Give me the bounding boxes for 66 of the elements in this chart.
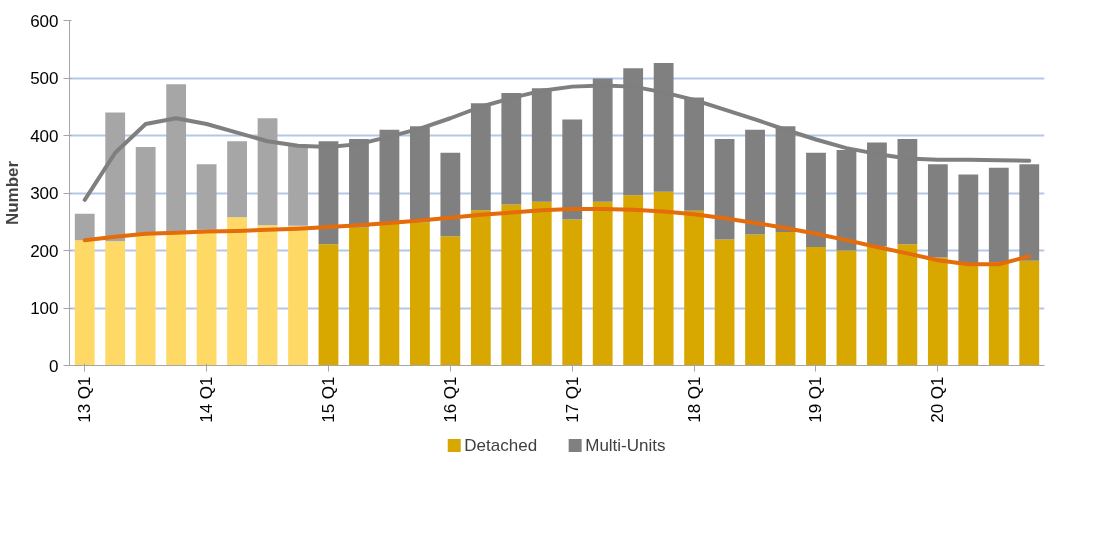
bar bbox=[806, 247, 826, 366]
bar bbox=[135, 233, 156, 366]
y-tick-label: 100 bbox=[30, 299, 59, 318]
bar bbox=[775, 232, 796, 366]
bar bbox=[349, 227, 369, 366]
bar bbox=[166, 84, 187, 233]
bar bbox=[958, 263, 979, 366]
bar bbox=[105, 112, 126, 242]
bar bbox=[470, 210, 491, 366]
bar bbox=[318, 244, 339, 366]
legend-label: Multi-Units bbox=[585, 436, 666, 455]
bar bbox=[988, 262, 1009, 366]
bar bbox=[531, 201, 552, 366]
bar bbox=[227, 217, 247, 366]
bar bbox=[166, 232, 187, 366]
bar bbox=[135, 147, 156, 234]
bar bbox=[501, 204, 522, 366]
y-tick-label: 400 bbox=[30, 126, 59, 146]
x-tick-label: 20 Q1 bbox=[928, 376, 948, 423]
bar bbox=[196, 164, 217, 230]
bar bbox=[684, 210, 705, 366]
y-tick-label: 600 bbox=[30, 11, 59, 31]
bar bbox=[867, 246, 887, 366]
bar bbox=[562, 219, 583, 366]
bar bbox=[227, 141, 247, 218]
x-tick-label: 18 Q1 bbox=[684, 376, 704, 423]
bar bbox=[105, 241, 126, 366]
bar bbox=[288, 225, 308, 366]
bar bbox=[440, 236, 461, 366]
bar bbox=[592, 201, 613, 366]
bar bbox=[257, 118, 278, 226]
bar bbox=[562, 119, 583, 220]
legend-label: Detached bbox=[464, 436, 538, 455]
bar bbox=[927, 257, 948, 366]
bar bbox=[988, 167, 1009, 262]
bar bbox=[653, 191, 674, 366]
x-tick-label: 17 Q1 bbox=[562, 376, 582, 423]
bar bbox=[623, 195, 644, 366]
x-tick-label: 16 Q1 bbox=[440, 376, 460, 423]
bar bbox=[409, 222, 430, 366]
bar bbox=[379, 223, 400, 366]
bar bbox=[440, 152, 461, 237]
bar bbox=[927, 164, 948, 258]
bar bbox=[714, 138, 735, 240]
y-tick-label: 300 bbox=[30, 184, 59, 203]
x-tick-label: 13 Q1 bbox=[75, 376, 95, 423]
y-tick-label: 500 bbox=[30, 69, 59, 88]
bar bbox=[1019, 260, 1040, 366]
bar bbox=[74, 240, 95, 366]
bar bbox=[836, 250, 857, 366]
bar bbox=[74, 213, 95, 241]
x-tick-label: 19 Q1 bbox=[806, 376, 826, 423]
bar bbox=[897, 244, 918, 366]
bar bbox=[745, 129, 765, 235]
bar bbox=[745, 234, 765, 366]
y-axis-title: Number bbox=[3, 160, 23, 226]
y-tick-label: 0 bbox=[49, 356, 59, 376]
bar bbox=[257, 225, 278, 366]
bar bbox=[958, 174, 979, 264]
line-series bbox=[82, 207, 1032, 267]
bar bbox=[806, 152, 826, 248]
bar bbox=[714, 239, 735, 366]
y-tick-label: 200 bbox=[30, 241, 59, 261]
x-tick-label: 15 Q1 bbox=[318, 376, 338, 423]
x-tick-label: 14 Q1 bbox=[197, 376, 217, 423]
bar bbox=[288, 144, 308, 226]
